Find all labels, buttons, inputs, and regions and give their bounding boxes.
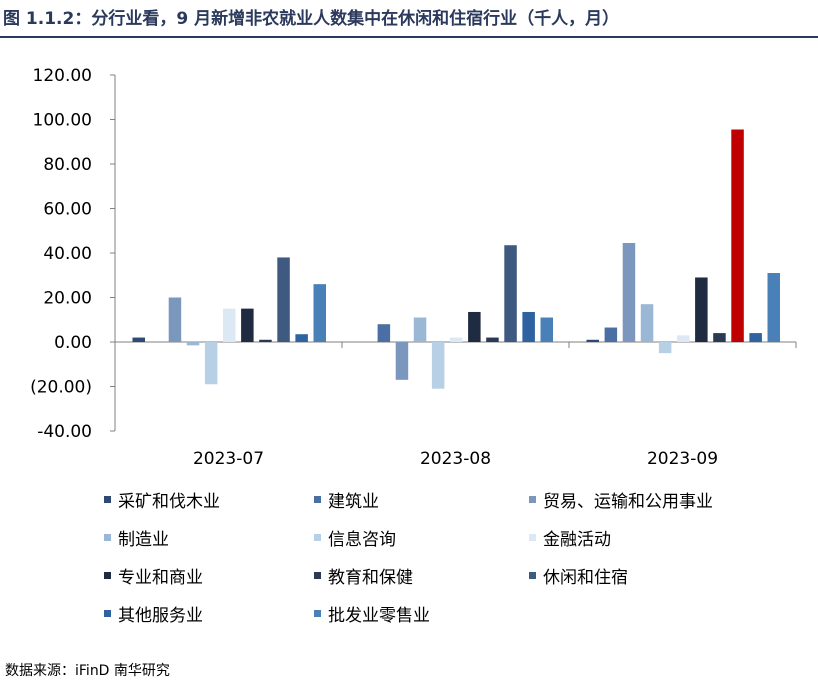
legend-item: 贸易、运输和公用事业	[529, 487, 713, 512]
legend-label: 采矿和伐木业	[118, 492, 220, 512]
bar	[504, 245, 517, 342]
legend-swatch	[104, 572, 111, 579]
legend-label: 批发业零售业	[328, 606, 430, 626]
bar	[640, 304, 654, 342]
legend-item: 采矿和伐木业	[104, 487, 220, 512]
legend-label: 休闲和住宿	[543, 568, 628, 588]
bar	[658, 342, 672, 354]
legend-item: 信息咨询	[314, 525, 396, 550]
title-divider	[0, 36, 818, 38]
legend-swatch	[529, 496, 536, 503]
legend-label: 专业和商业	[118, 568, 203, 588]
bar	[431, 342, 445, 389]
y-tick-label: (20.00)	[30, 378, 92, 398]
bar	[377, 324, 391, 342]
legend-item: 制造业	[104, 525, 169, 550]
y-tick-label: 100.00	[33, 111, 92, 131]
legend-swatch	[104, 534, 111, 541]
legend-label: 制造业	[118, 530, 169, 550]
legend-label: 教育和保健	[328, 568, 413, 588]
bar	[259, 339, 272, 342]
y-tick-label: 0.00	[54, 333, 92, 353]
legend-swatch	[529, 534, 536, 541]
bar	[713, 333, 726, 342]
legend-item: 建筑业	[314, 487, 379, 512]
x-tick-label: 2023-09	[647, 449, 718, 469]
bar	[522, 311, 535, 342]
y-tick-label: 20.00	[43, 289, 92, 309]
bar	[132, 337, 145, 342]
y-tick-label: -40.00	[37, 422, 92, 442]
bar	[677, 335, 690, 342]
bar	[540, 317, 553, 342]
legend-item: 教育和保健	[314, 563, 413, 588]
legend-swatch	[314, 572, 321, 579]
legend-item: 金融活动	[529, 525, 611, 550]
bar	[413, 317, 427, 342]
legend-swatch	[314, 610, 321, 617]
bar	[604, 327, 618, 342]
legend-swatch	[104, 496, 111, 503]
legend-item: 批发业零售业	[314, 601, 430, 626]
legend-swatch	[104, 610, 111, 617]
bar	[450, 337, 463, 342]
bar-chart: 120.00 100.00 80.00 60.00 40.00 20.00 0.00 (20.…	[30, 66, 797, 469]
bar	[168, 297, 182, 342]
data-source-note: 数据来源：iFinD 南华研究	[5, 663, 170, 679]
y-tick-label: 120.00	[33, 66, 92, 86]
bar	[241, 308, 254, 342]
bar	[622, 242, 636, 342]
y-tick-label: 80.00	[43, 155, 92, 175]
legend-item: 休闲和住宿	[529, 563, 628, 588]
legend-swatch	[529, 572, 536, 579]
x-tick-label: 2023-08	[420, 449, 491, 469]
bar	[749, 333, 762, 342]
bar	[295, 334, 308, 342]
legend-label: 其他服务业	[118, 606, 203, 626]
legend-label: 贸易、运输和公用事业	[543, 492, 713, 512]
bar	[277, 257, 290, 342]
bar	[767, 273, 780, 342]
y-tick-label: 60.00	[43, 200, 92, 220]
legend-label: 建筑业	[328, 492, 379, 512]
bar	[486, 337, 499, 342]
bar	[586, 339, 599, 342]
bar	[395, 342, 409, 380]
legend-label: 金融活动	[543, 530, 611, 550]
bar	[731, 129, 744, 342]
x-tick-label: 2023-07	[193, 449, 264, 469]
legend-swatch	[314, 496, 321, 503]
bar	[468, 311, 481, 342]
legend-label: 信息咨询	[328, 530, 396, 550]
bar	[204, 342, 218, 385]
y-tick-label: 40.00	[43, 244, 92, 264]
bar	[313, 284, 326, 342]
bar	[186, 342, 200, 346]
chart-title: 图 1.1.2：分行业看，9 月新增非农就业人数集中在休闲和住宿行业（千人，月）	[3, 9, 620, 29]
bar	[223, 308, 236, 342]
legend-item: 专业和商业	[104, 563, 203, 588]
legend-swatch	[314, 534, 321, 541]
bar	[695, 277, 708, 342]
legend-item: 其他服务业	[104, 601, 203, 626]
